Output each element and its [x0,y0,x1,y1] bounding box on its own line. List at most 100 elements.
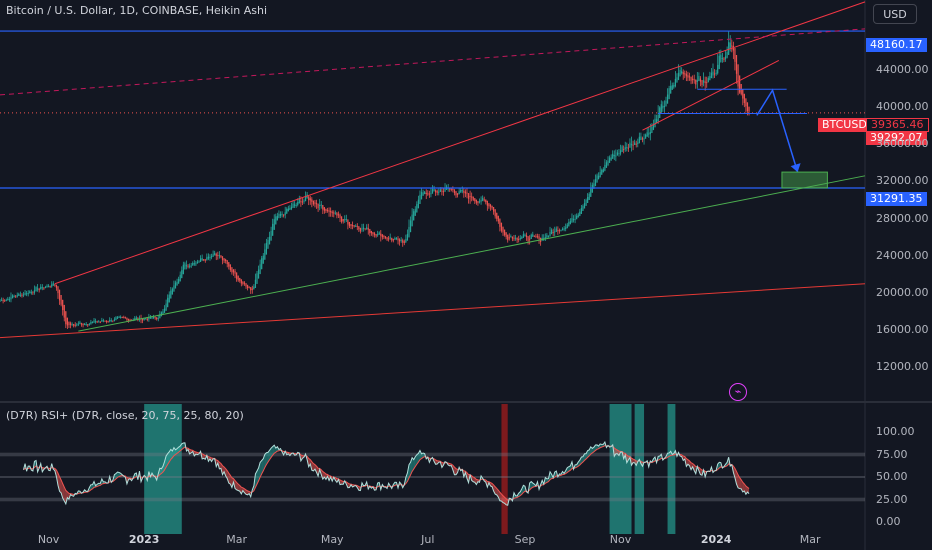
rsi-fill [219,462,221,469]
candle-body [424,191,426,195]
rsi-fill [495,486,497,495]
candle-body [134,318,136,320]
price-tick-label: 36000.00 [876,137,929,151]
candle-body [692,78,694,80]
candle-body [283,214,285,216]
candle-body [312,200,315,205]
candle-body [715,72,717,74]
rsi-fill [742,482,745,492]
candle-body [342,218,344,222]
projection-arrow [756,88,799,173]
candle-body [673,85,675,88]
candle-body [104,320,106,322]
candle-body [638,136,640,144]
candle-body [215,254,217,256]
candle-body [612,153,614,159]
candle-body [129,319,131,321]
candle-body [483,199,485,201]
candle-body [380,233,382,236]
candle-body [746,102,749,112]
target-zone [781,171,828,189]
candle-body [284,212,286,216]
rsi-fill [269,448,272,460]
candle-body [62,299,64,311]
candle-body [676,77,678,83]
candle-body [297,202,299,206]
candle-body [527,236,529,242]
candle-body [698,76,700,82]
indicator-title[interactable]: (D7R) RSI+ (D7R, close, 20, 75, 25, 80, … [6,409,244,422]
rsi-fill [311,461,314,471]
candle-body [598,175,600,180]
candle-body [127,318,130,321]
candle-body [246,284,249,288]
candle-body [57,286,59,294]
candle-body [502,226,504,233]
candle-body [40,286,42,290]
candle-body [21,294,23,296]
price-tick-label: 20000.00 [876,286,929,300]
candle-body [259,264,261,275]
candle-body [500,222,503,231]
candle-body [226,260,228,265]
currency-button[interactable]: USD [873,4,917,24]
candle-body [294,204,296,206]
candle-body [649,132,651,135]
rsi-fill [324,472,326,480]
candle-body [212,254,214,257]
price-tick-label: 44000.00 [876,62,929,76]
candle-body [619,150,622,154]
candle-body [298,198,300,204]
candle-body [22,294,25,296]
rsi-fill [694,464,696,474]
rsi-fill [261,458,264,474]
candle-body [543,237,545,239]
candle-body [397,238,399,241]
candle-body [96,321,98,323]
channel-upper-line [54,1,866,285]
candle-body [231,267,233,273]
candle-body [651,126,653,134]
channel-inner-line [642,60,780,131]
candle-body [167,297,169,308]
candle-body [350,224,352,227]
candle-body [494,209,496,217]
candle-body [204,259,206,261]
rsi-fill [266,452,268,465]
candle-body [726,52,728,58]
candle-body [41,287,43,289]
candle-body [193,263,195,265]
candle-body [467,193,470,199]
candle-body [8,299,11,301]
candle-body [406,234,409,241]
candle-body [276,215,278,221]
candle-body [428,193,430,195]
lightning-icon[interactable]: ⌁ [729,383,747,401]
candle-body [55,284,58,288]
rsi-fill [272,445,275,456]
candle-body [660,104,662,113]
candle-body [425,192,427,195]
candle-body [496,212,498,219]
candle-body [679,70,681,77]
candle-body [300,201,302,203]
candle-body [409,220,412,233]
price-candles [0,31,750,330]
candle-body [582,206,584,211]
candle-body [685,73,687,77]
candle-body [383,235,385,238]
time-tick-label: 2023 [128,533,160,546]
candle-body [712,71,714,76]
candle-body [588,193,590,200]
candle-body [287,208,289,212]
rsi-fill [164,455,167,470]
price-tick-label: 16000.00 [876,323,929,337]
time-tick-label: Nov [37,533,60,546]
candle-body [544,237,546,239]
candle-body [439,189,441,192]
candle-body [334,212,336,214]
rsi-fill [172,447,174,458]
candle-body [591,184,593,193]
rsi-fill [412,457,414,472]
